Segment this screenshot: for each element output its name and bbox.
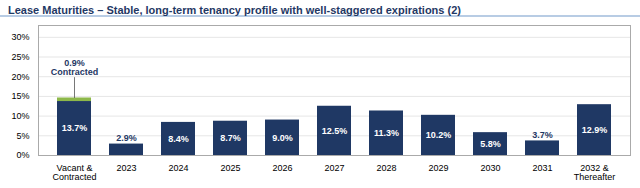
svg-text:8.4%: 8.4% — [168, 134, 189, 144]
svg-text:0.9%Contracted: 0.9%Contracted — [51, 58, 99, 77]
svg-text:11.3%: 11.3% — [374, 128, 399, 138]
svg-text:30%: 30% — [11, 32, 29, 42]
svg-text:2025: 2025 — [220, 163, 240, 173]
svg-text:2.9%: 2.9% — [116, 133, 137, 143]
svg-text:12.9%: 12.9% — [582, 125, 608, 135]
svg-text:3.7%: 3.7% — [532, 130, 553, 140]
svg-text:9.0%: 9.0% — [272, 133, 293, 143]
svg-text:2023: 2023 — [116, 163, 136, 173]
svg-text:10.2%: 10.2% — [426, 130, 452, 140]
svg-text:2030: 2030 — [480, 163, 500, 173]
svg-text:5.8%: 5.8% — [480, 139, 501, 149]
svg-text:0%: 0% — [16, 150, 29, 160]
svg-text:2031: 2031 — [532, 163, 552, 173]
svg-text:12.5%: 12.5% — [322, 126, 348, 136]
svg-text:5%: 5% — [16, 131, 29, 141]
html-text:Lease Maturities – Stable, lon: Lease Maturities – Stable, long-term ten… — [8, 4, 461, 16]
svg-text:2027: 2027 — [324, 163, 344, 173]
svg-text:13.7%: 13.7% — [62, 123, 88, 133]
svg-text:2026: 2026 — [272, 163, 292, 173]
svg-text:8.7%: 8.7% — [220, 133, 241, 143]
svg-text:2028: 2028 — [376, 163, 396, 173]
svg-text:2029: 2029 — [428, 163, 448, 173]
svg-text:25%: 25% — [11, 52, 29, 62]
svg-text:20%: 20% — [11, 72, 29, 82]
svg-text:2024: 2024 — [168, 163, 188, 173]
svg-text:2032 &Thereafter: 2032 &Thereafter — [574, 163, 616, 182]
svg-text:10%: 10% — [11, 111, 29, 121]
svg-text:Vacant &Contracted: Vacant &Contracted — [52, 163, 96, 182]
svg-text:15%: 15% — [11, 91, 29, 101]
